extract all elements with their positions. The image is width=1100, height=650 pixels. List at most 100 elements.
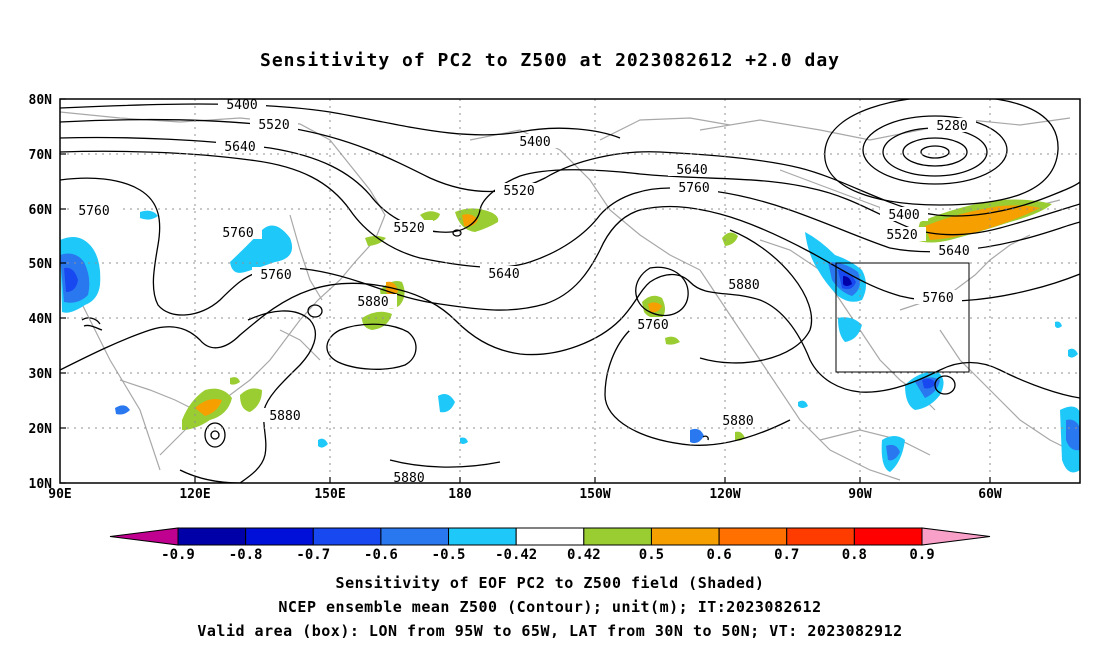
contour-label: 5640 (480, 266, 528, 282)
svg-text:5520: 5520 (258, 118, 289, 133)
lon-label: 180 (448, 487, 472, 502)
caption-shading: Sensitivity of EOF PC2 to Z500 field (Sh… (335, 574, 765, 592)
colorbar-label: 0.7 (774, 547, 799, 563)
contour-label: 5880 (720, 277, 768, 293)
latitude-labels: 80N 70N 60N 50N 40N 30N 20N 10N (29, 93, 53, 492)
colorbar-segment (515, 527, 585, 546)
contour-label: 5760 (252, 267, 300, 283)
svg-text:5880: 5880 (728, 278, 759, 293)
colorbar-segment (380, 527, 450, 546)
contour-label: 5520 (385, 220, 433, 236)
lat-label: 20N (29, 422, 53, 437)
svg-text:5400: 5400 (226, 98, 257, 113)
svg-text:5760: 5760 (678, 181, 709, 196)
lat-label: 30N (29, 367, 53, 382)
svg-text:5520: 5520 (503, 184, 534, 199)
colorbar-label: -0.9 (161, 547, 195, 563)
svg-text:5760: 5760 (78, 204, 109, 219)
svg-text:5400: 5400 (888, 208, 919, 223)
contour-label: 5400 (218, 97, 266, 113)
svg-text:5760: 5760 (260, 268, 291, 283)
colorbar-segment (448, 527, 517, 546)
colorbar-segment (177, 527, 247, 546)
colorbar-label: 0.6 (706, 547, 731, 563)
lon-label: 60W (978, 487, 1002, 502)
lon-label: 120E (179, 487, 210, 502)
colorbar-segment (312, 527, 382, 546)
colorbar-label: -0.8 (229, 547, 263, 563)
contour-label: 5520 (878, 227, 926, 243)
contour-label: 5760 (670, 180, 718, 196)
colorbar-arrow-high (921, 527, 991, 546)
svg-text:5880: 5880 (269, 409, 300, 424)
valid-area-box (835, 262, 970, 373)
svg-text:5760: 5760 (222, 226, 253, 241)
grid-lines (60, 99, 1080, 483)
colorbar: -0.9 -0.8 -0.7 -0.6 -0.5 -0.42 0.42 0.5 0.6 0.7 0.… (109, 527, 991, 563)
lat-label: 80N (29, 93, 53, 108)
svg-text:5640: 5640 (938, 244, 969, 259)
lat-label: 50N (29, 257, 53, 272)
colorbar-label: 0.9 (909, 547, 934, 563)
lon-label: 90E (48, 487, 71, 502)
colorbar-label: -0.5 (432, 547, 466, 563)
svg-text:5640: 5640 (676, 163, 707, 178)
longitude-labels: 90E 120E 150E 180 150W 120W 90W 60W (48, 487, 1002, 502)
contour-label: 5400 (880, 207, 928, 223)
contour-label: 5640 (216, 139, 264, 155)
svg-text:5880: 5880 (357, 295, 388, 310)
svg-text:5760: 5760 (637, 318, 668, 333)
svg-text:5640: 5640 (488, 267, 519, 282)
lon-label: 90W (848, 487, 872, 502)
sensitivity-shading (60, 199, 1080, 473)
colorbar-arrow-low (109, 527, 179, 546)
contour-label: 5760 (914, 290, 962, 306)
colorbar-label: 0.8 (842, 547, 867, 563)
colorbar-segment (650, 527, 720, 546)
contour-label-group: 5400 5520 5640 5760 5400 5520 5520 5640 … (70, 97, 978, 486)
contour-label: 5400 (511, 134, 559, 150)
colorbar-segment (853, 527, 923, 546)
colorbar-label: 0.5 (639, 547, 664, 563)
lat-label: 40N (29, 312, 53, 327)
lat-label: 10N (29, 477, 53, 492)
contour-label: 5880 (714, 413, 762, 429)
lon-label: 150W (579, 487, 610, 502)
contour-label: 5640 (930, 243, 978, 259)
contour-label: 5760 (70, 203, 118, 219)
svg-text:5640: 5640 (224, 140, 255, 155)
contour-label: 5520 (250, 117, 298, 133)
colorbar-segment (245, 527, 314, 546)
svg-text:5520: 5520 (393, 221, 424, 236)
contour-label: 5280 (928, 118, 976, 134)
contour-label: 5640 (668, 162, 716, 178)
axis-ticks (60, 98, 991, 484)
colorbar-label: -0.7 (296, 547, 330, 563)
contour-label: 5760 (629, 317, 677, 333)
contour-label: 5880 (261, 408, 309, 424)
colorbar-segment (786, 527, 855, 546)
lon-label: 150E (314, 487, 345, 502)
lon-label: 120W (709, 487, 740, 502)
contour-label: 5880 (349, 294, 397, 310)
plot-frame (59, 98, 1081, 484)
svg-text:5400: 5400 (519, 135, 550, 150)
contour-label: 5760 (214, 225, 262, 241)
lat-label: 60N (29, 203, 53, 218)
colorbar-label: 0.42 (567, 547, 601, 563)
contour-label: 5520 (495, 183, 543, 199)
colorbar-label: -0.6 (364, 547, 398, 563)
caption-contour: NCEP ensemble mean Z500 (Contour); unit(… (278, 598, 822, 616)
caption-valid-area: Valid area (box): LON from 95W to 65W, L… (197, 622, 903, 640)
colorbar-segment (583, 527, 652, 546)
svg-text:5880: 5880 (722, 414, 753, 429)
colorbar-label: -0.42 (495, 547, 537, 563)
z500-contours (60, 99, 1080, 483)
svg-text:5520: 5520 (886, 228, 917, 243)
lat-label: 70N (29, 148, 53, 163)
svg-text:5760: 5760 (922, 291, 953, 306)
svg-text:5280: 5280 (936, 119, 967, 134)
map-title: Sensitivity of PC2 to Z500 at 2023082612… (259, 50, 840, 71)
colorbar-segment (718, 527, 788, 546)
